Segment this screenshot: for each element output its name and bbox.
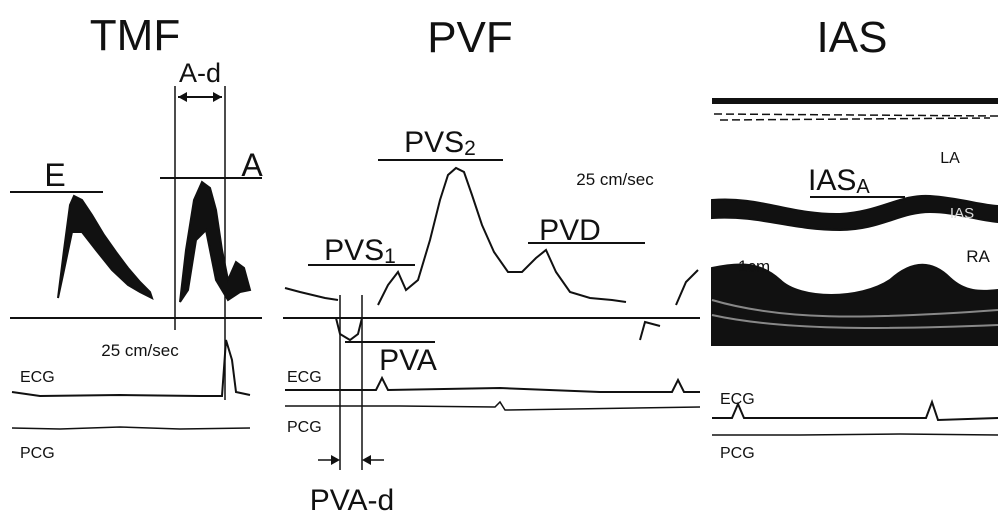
scale-label: 25 cm/sec [576, 170, 654, 189]
flow-wave [58, 196, 152, 298]
label: 1cm [738, 257, 770, 276]
trace-label: PCG [720, 445, 755, 462]
panel-title: TMF [90, 11, 180, 60]
label: E [44, 157, 65, 193]
label-main: PVS [404, 126, 464, 159]
trace-label: PCG [20, 445, 55, 462]
echo-band [712, 98, 998, 104]
pvf-panel: PVF PVS2 25 cm/sec PVS1 PVD PVA ECG PCG … [283, 13, 700, 517]
reverse-wave [336, 318, 660, 340]
trace-label: PCG [287, 419, 322, 436]
label: PVA [379, 344, 437, 377]
label: PVS2 [404, 126, 476, 160]
label-sub: 2 [464, 137, 476, 160]
arrow-head [331, 455, 371, 465]
label-main: PVS [324, 234, 384, 267]
flow-wave [180, 182, 250, 302]
panel-title: PVF [427, 13, 513, 62]
label-sub: A [856, 176, 870, 198]
scale-label: 25 cm/sec [101, 341, 179, 360]
ias-panel: IAS IASA LA IAS 1cm RA ECG PCG [712, 13, 998, 462]
label: PVA-d [310, 484, 394, 517]
label: LA [940, 150, 960, 167]
wall-echo [712, 264, 998, 345]
label: PVS1 [324, 234, 396, 268]
label-main: IAS [808, 164, 856, 197]
pcg-trace [12, 427, 250, 429]
label: IAS [950, 205, 974, 222]
trace-label: ECG [287, 369, 322, 386]
pcg-trace [285, 402, 700, 410]
label: IASA [808, 164, 870, 198]
tmf-panel: TMF A-d E A 25 cm/sec ECG PCG [10, 11, 263, 462]
label: RA [966, 247, 990, 266]
echo-speckle [714, 114, 998, 120]
ecg-trace [712, 402, 998, 420]
panel-title: IAS [817, 13, 888, 62]
figure: TMF A-d E A 25 cm/sec ECG PCG PVF PVS2 2… [0, 0, 998, 519]
pcg-trace [712, 434, 998, 435]
label: A-d [179, 58, 221, 88]
ecg-trace [285, 378, 700, 392]
trace-label: ECG [20, 369, 55, 386]
